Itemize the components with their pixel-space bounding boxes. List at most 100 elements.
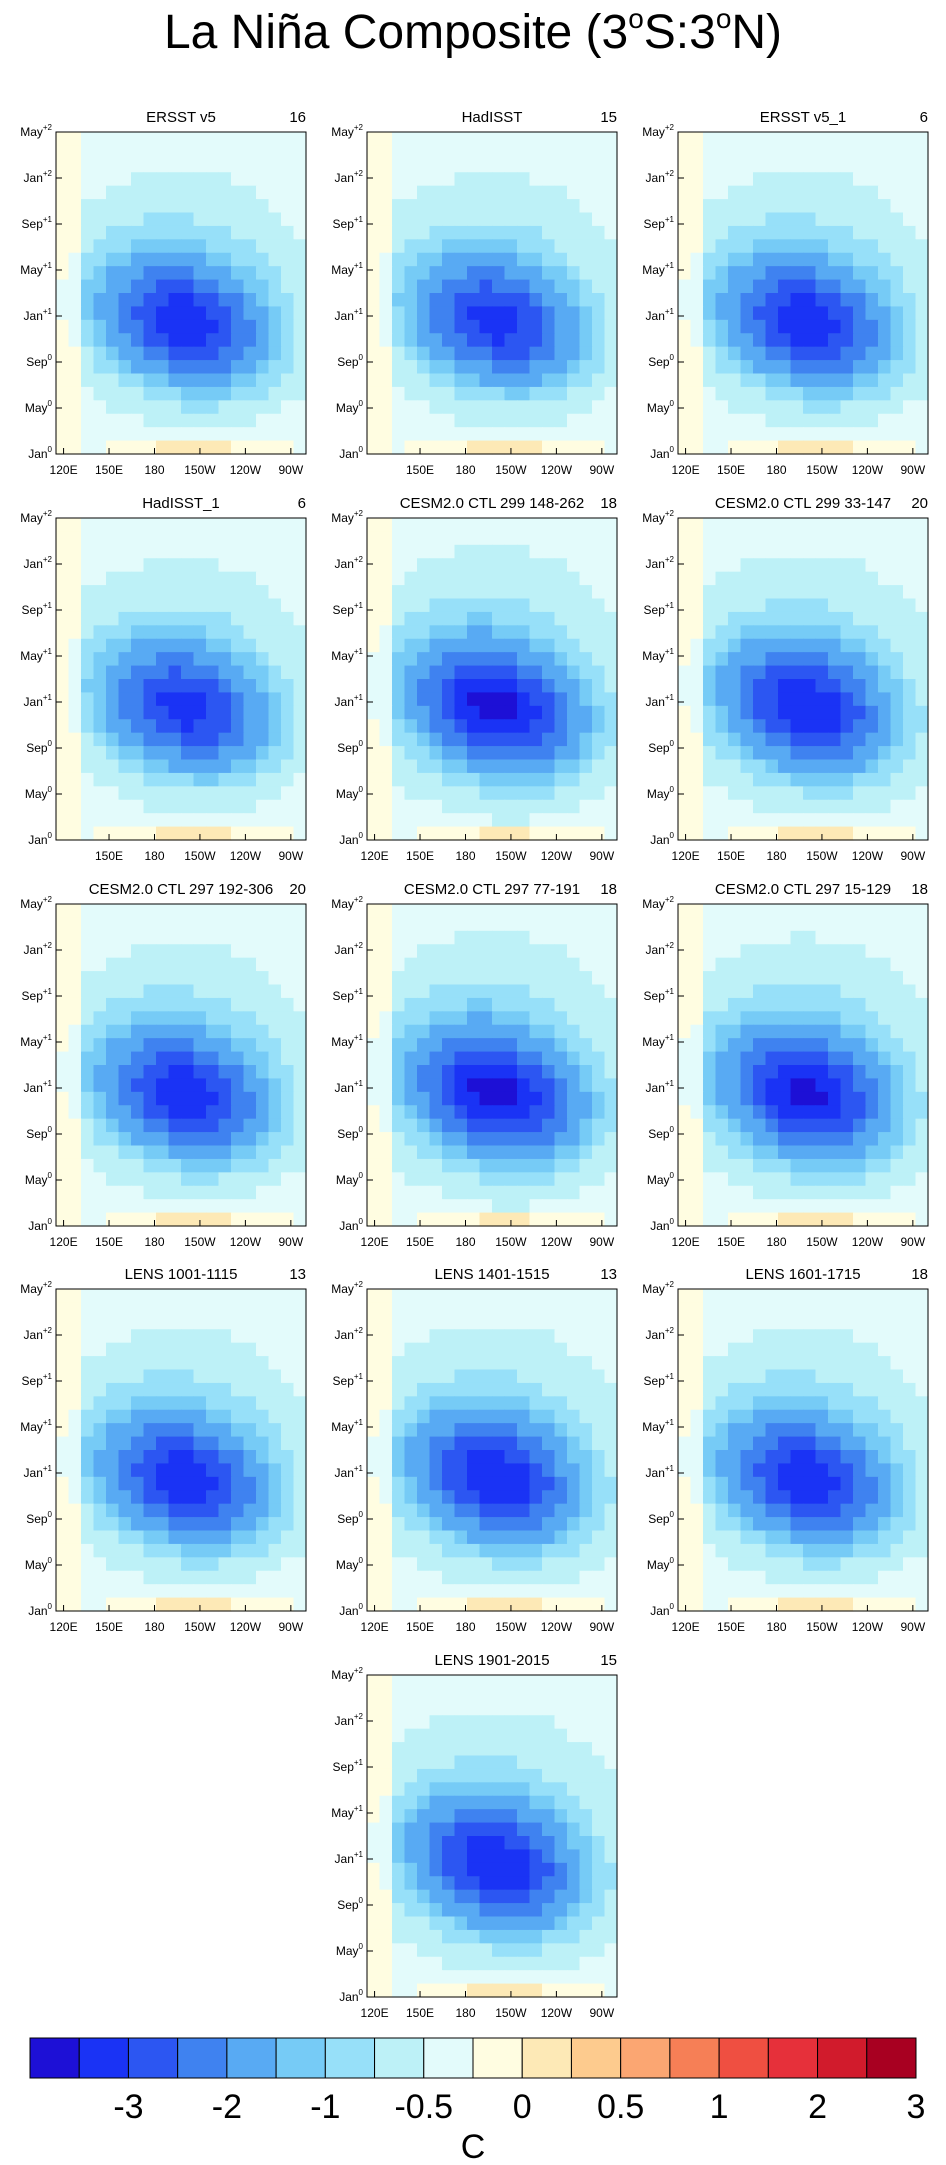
x-tick-label: 150W bbox=[184, 1235, 216, 1249]
heatmap-cell bbox=[678, 1118, 692, 1133]
heatmap-cell bbox=[828, 199, 842, 214]
heatmap-cell bbox=[865, 1158, 879, 1173]
heatmap-cell bbox=[517, 1091, 531, 1106]
heatmap-cell bbox=[903, 732, 917, 747]
heatmap-cell bbox=[429, 1172, 443, 1187]
heatmap-cell bbox=[903, 997, 917, 1012]
heatmap-cell bbox=[256, 1329, 270, 1344]
heatmap-cell bbox=[118, 1011, 132, 1026]
heatmap-cell bbox=[740, 904, 754, 919]
heatmap-cell bbox=[268, 1185, 282, 1200]
heatmap-cell bbox=[106, 1530, 120, 1545]
heatmap-cell bbox=[218, 1517, 232, 1532]
heatmap-cell bbox=[604, 1024, 618, 1039]
heatmap-cell bbox=[417, 652, 431, 667]
heatmap-cell bbox=[567, 786, 581, 801]
heatmap-cell bbox=[429, 786, 443, 801]
heatmap-cell bbox=[567, 558, 581, 573]
heatmap-cell bbox=[467, 1024, 481, 1039]
heatmap-cell bbox=[206, 826, 220, 841]
heatmap-cell bbox=[429, 1024, 443, 1039]
heatmap-cell bbox=[168, 544, 182, 559]
heatmap-cell bbox=[853, 306, 867, 321]
heatmap-cell bbox=[68, 984, 82, 999]
heatmap-cell bbox=[404, 1118, 418, 1133]
heatmap-cell bbox=[293, 1396, 307, 1411]
heatmap-cell bbox=[293, 638, 307, 653]
heatmap-cell bbox=[56, 1463, 70, 1478]
heatmap-cell bbox=[592, 413, 606, 428]
heatmap-cell bbox=[803, 732, 817, 747]
heatmap-cell bbox=[467, 293, 481, 308]
heatmap-cell bbox=[168, 930, 182, 945]
heatmap-cell bbox=[840, 427, 854, 442]
heatmap-cell bbox=[903, 1118, 917, 1133]
heatmap-cell bbox=[790, 1172, 804, 1187]
heatmap-cell bbox=[890, 997, 904, 1012]
heatmap-cell bbox=[231, 930, 245, 945]
heatmap-cell bbox=[492, 984, 506, 999]
heatmap-cell bbox=[429, 346, 443, 361]
heatmap-cell bbox=[853, 252, 867, 267]
heatmap-cell bbox=[404, 319, 418, 334]
heatmap-cell bbox=[492, 346, 506, 361]
heatmap-cell bbox=[915, 772, 929, 787]
heatmap-cell bbox=[231, 225, 245, 240]
heatmap-cell bbox=[442, 427, 456, 442]
heatmap-cell bbox=[206, 1436, 220, 1451]
heatmap-cell bbox=[690, 746, 704, 761]
heatmap-cell bbox=[604, 145, 618, 160]
heatmap-cell bbox=[206, 786, 220, 801]
y-tick-label: Jan+1 bbox=[335, 693, 364, 709]
heatmap-cell bbox=[828, 518, 842, 533]
heatmap-cell bbox=[467, 692, 481, 707]
heatmap-cell bbox=[93, 1450, 107, 1465]
heatmap-cell bbox=[218, 904, 232, 919]
heatmap-cell bbox=[890, 665, 904, 680]
heatmap-cell bbox=[554, 199, 568, 214]
heatmap-cell bbox=[579, 904, 593, 919]
heatmap-cell bbox=[504, 930, 518, 945]
heatmap-cell bbox=[93, 1369, 107, 1384]
heatmap-cell bbox=[118, 692, 132, 707]
heatmap-cell bbox=[118, 719, 132, 734]
heatmap-cell bbox=[417, 440, 431, 455]
heatmap-cell bbox=[890, 1118, 904, 1133]
heatmap-cell bbox=[218, 544, 232, 559]
heatmap-cell bbox=[168, 1038, 182, 1053]
heatmap-cell bbox=[878, 1199, 892, 1214]
heatmap-cell bbox=[840, 346, 854, 361]
heatmap-cell bbox=[379, 1011, 393, 1026]
heatmap-cell bbox=[604, 158, 618, 173]
heatmap-cell bbox=[592, 558, 606, 573]
heatmap-cell bbox=[218, 1315, 232, 1330]
heatmap-cell bbox=[479, 413, 493, 428]
heatmap-cell bbox=[218, 1423, 232, 1438]
heatmap-cell bbox=[281, 373, 295, 388]
y-tick-label: Jan0 bbox=[28, 1217, 52, 1233]
heatmap-cell bbox=[417, 293, 431, 308]
heatmap-cell bbox=[529, 212, 543, 227]
heatmap-cell bbox=[592, 971, 606, 986]
heatmap-cell bbox=[131, 571, 145, 586]
heatmap-cell bbox=[479, 518, 493, 533]
heatmap-cell bbox=[156, 997, 170, 1012]
heatmap-cell bbox=[878, 611, 892, 626]
heatmap-cell bbox=[442, 652, 456, 667]
heatmap-cell bbox=[803, 266, 817, 281]
heatmap-cell bbox=[429, 1051, 443, 1066]
heatmap-cell bbox=[592, 360, 606, 375]
heatmap-cell bbox=[392, 1199, 406, 1214]
heatmap-cell bbox=[690, 386, 704, 401]
heatmap-cell bbox=[193, 145, 207, 160]
heatmap-cell bbox=[454, 930, 468, 945]
heatmap-cell bbox=[392, 360, 406, 375]
heatmap-cell bbox=[517, 652, 531, 667]
x-tick-label: 90W bbox=[279, 1235, 304, 1249]
heatmap-cell bbox=[579, 652, 593, 667]
heatmap-cell bbox=[790, 625, 804, 640]
heatmap-cell bbox=[890, 199, 904, 214]
heatmap-cell bbox=[118, 1490, 132, 1505]
heatmap-cell bbox=[853, 625, 867, 640]
heatmap-cell bbox=[728, 319, 742, 334]
